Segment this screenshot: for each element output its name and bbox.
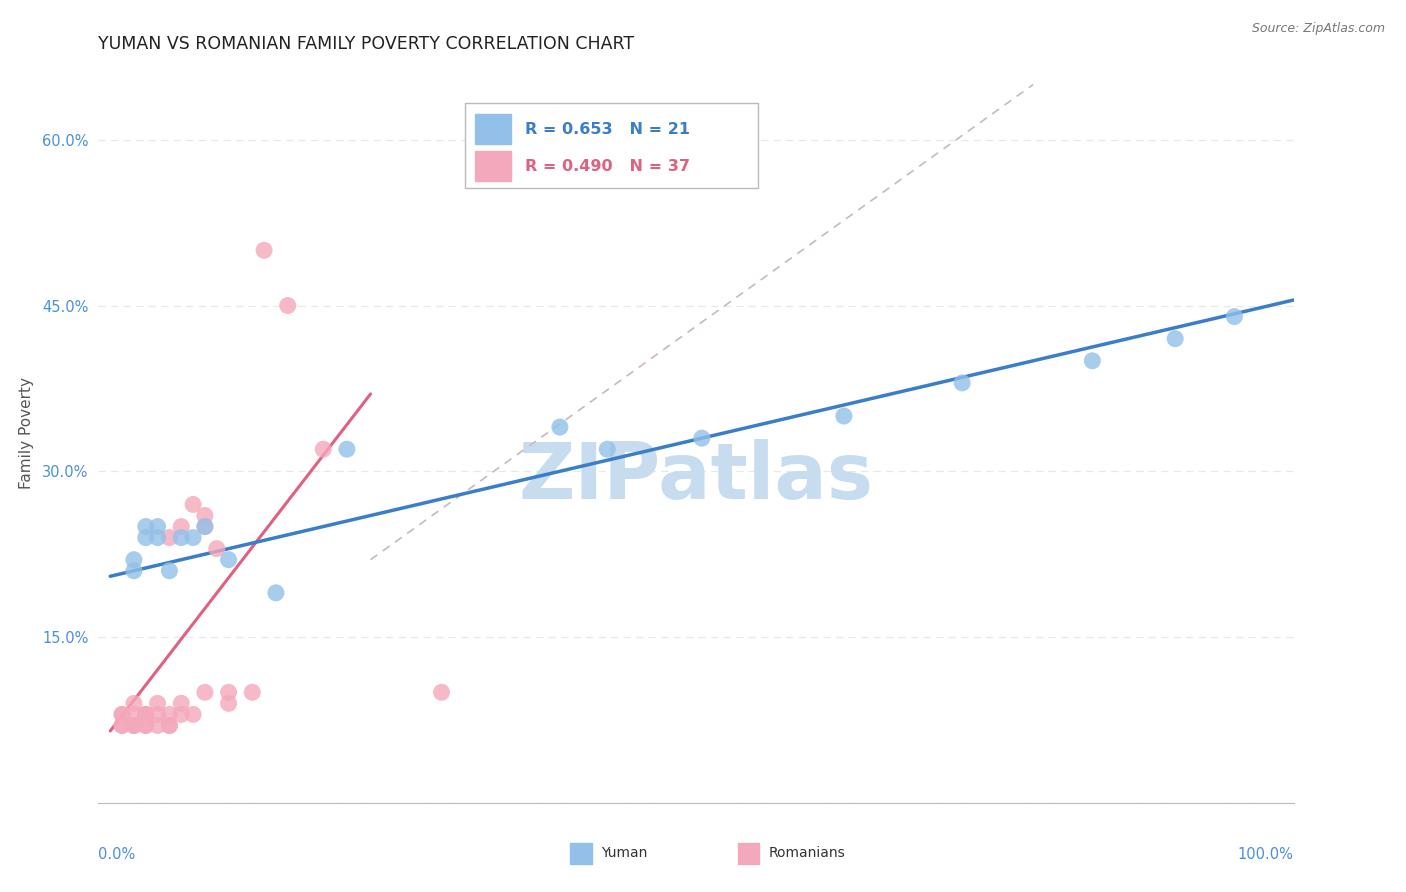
Point (135, 718, 157, 732)
Point (157, 718, 180, 732)
Point (111, 718, 134, 732)
Point (146, 531, 169, 545)
Point (218, 685, 240, 699)
Point (170, 531, 193, 545)
Point (253, 244, 276, 258)
Point (135, 718, 157, 732)
Point (135, 531, 157, 545)
Point (832, 409, 855, 423)
Point (122, 564, 145, 578)
Point (1164, 332, 1187, 346)
Point (548, 420, 571, 434)
Text: 0.0%: 0.0% (98, 847, 135, 863)
Point (194, 508, 217, 523)
Point (950, 376, 973, 390)
Point (218, 697, 240, 711)
Point (122, 718, 145, 732)
Point (122, 707, 145, 722)
Point (1081, 353, 1104, 368)
Point (111, 718, 134, 732)
Point (157, 531, 180, 545)
Text: ZIPatlas: ZIPatlas (519, 439, 873, 515)
Text: Romanians: Romanians (769, 847, 845, 860)
Point (218, 552, 240, 566)
Point (1223, 310, 1246, 324)
Point (146, 697, 169, 711)
Point (205, 541, 228, 556)
Point (596, 442, 619, 457)
Text: R = 0.653   N = 21: R = 0.653 N = 21 (524, 121, 690, 136)
Point (146, 519, 169, 533)
Point (146, 718, 169, 732)
Point (240, 685, 263, 699)
Y-axis label: Family Poverty: Family Poverty (18, 376, 34, 489)
Point (157, 564, 180, 578)
Point (181, 707, 204, 722)
Point (135, 707, 157, 722)
Point (135, 707, 157, 722)
FancyBboxPatch shape (475, 114, 510, 144)
Point (122, 697, 145, 711)
Text: Source: ZipAtlas.com: Source: ZipAtlas.com (1251, 22, 1385, 36)
Point (194, 519, 217, 533)
Point (170, 519, 193, 533)
Point (277, 299, 299, 313)
Point (194, 685, 217, 699)
Point (146, 707, 169, 722)
Point (157, 707, 180, 722)
Point (430, 685, 453, 699)
Point (170, 707, 193, 722)
Point (135, 519, 157, 533)
Point (170, 697, 193, 711)
Point (157, 718, 180, 732)
FancyBboxPatch shape (738, 843, 759, 863)
FancyBboxPatch shape (465, 103, 758, 188)
Point (135, 707, 157, 722)
Point (122, 552, 145, 566)
Point (181, 531, 204, 545)
Text: Yuman: Yuman (602, 847, 648, 860)
Text: R = 0.490   N = 37: R = 0.490 N = 37 (524, 159, 690, 174)
Point (264, 586, 287, 600)
Point (690, 431, 713, 445)
Point (111, 707, 134, 722)
Point (336, 442, 359, 457)
Point (111, 707, 134, 722)
Point (181, 498, 204, 512)
Point (312, 442, 335, 457)
FancyBboxPatch shape (475, 152, 510, 181)
Point (122, 718, 145, 732)
Point (194, 519, 217, 533)
Text: 100.0%: 100.0% (1237, 847, 1294, 863)
FancyBboxPatch shape (571, 843, 592, 863)
Point (122, 718, 145, 732)
Text: YUMAN VS ROMANIAN FAMILY POVERTY CORRELATION CHART: YUMAN VS ROMANIAN FAMILY POVERTY CORRELA… (98, 35, 634, 53)
